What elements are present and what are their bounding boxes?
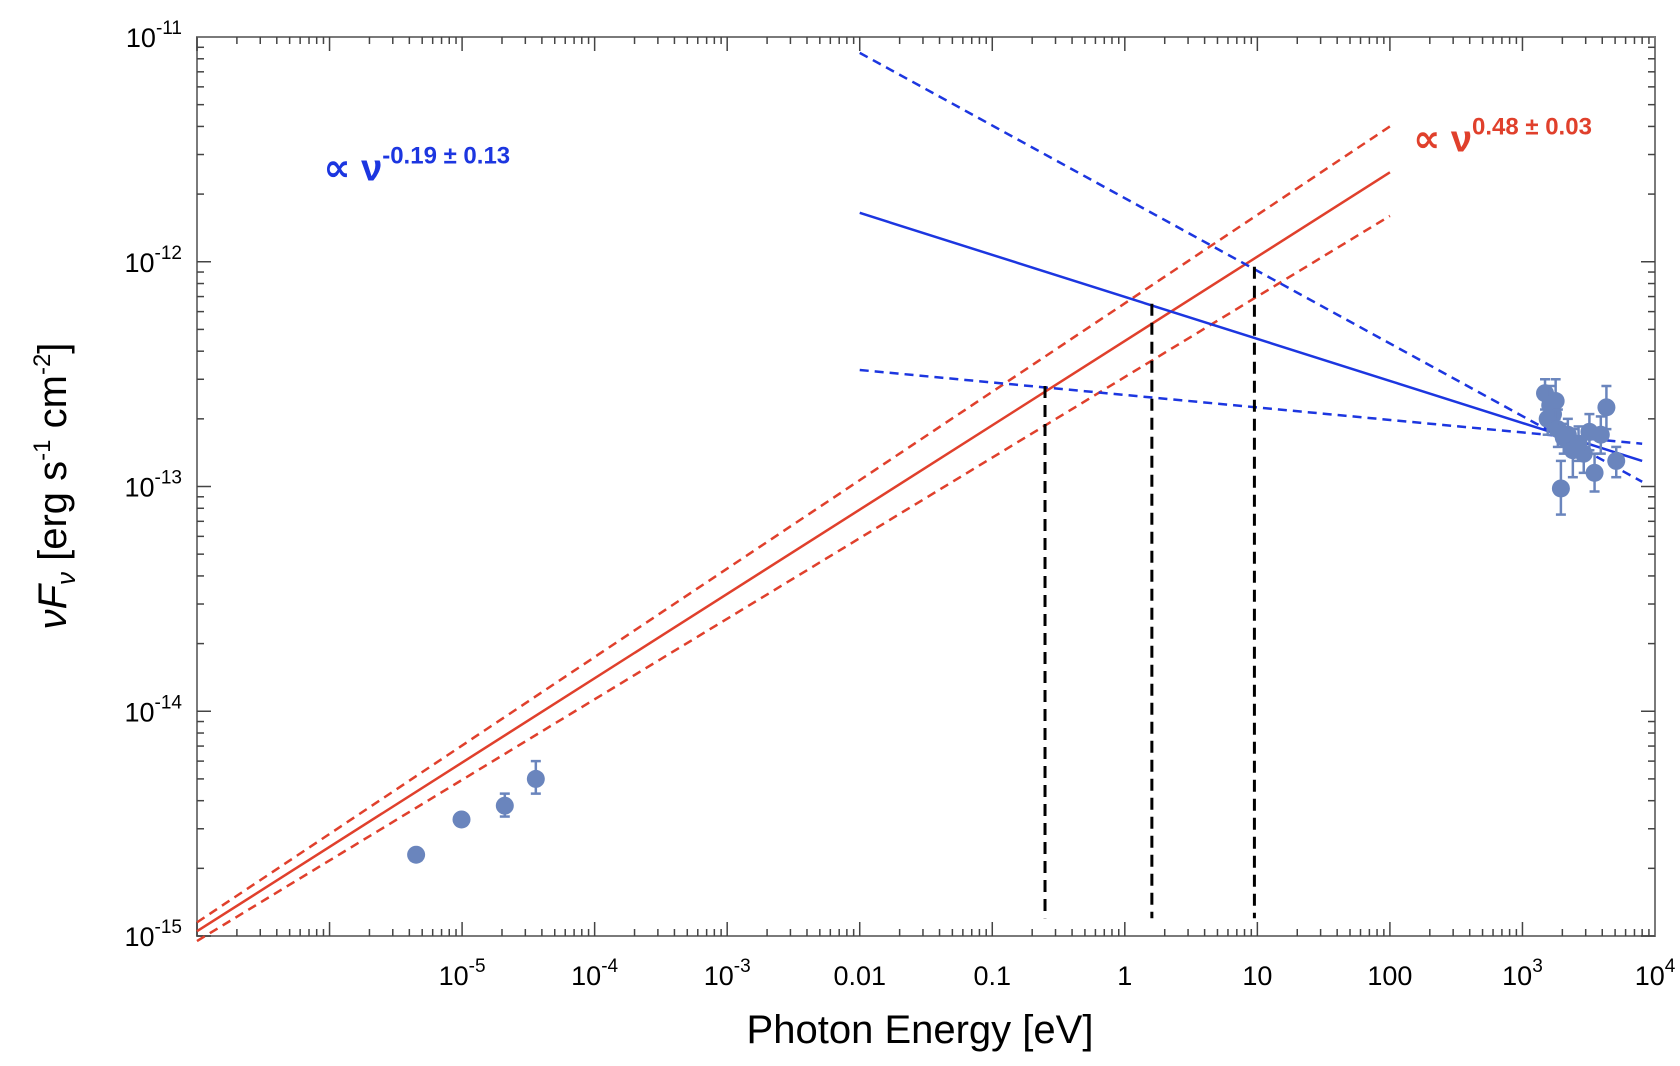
x-tick-label-exp: -5 [469, 956, 486, 977]
y-tick-label-base: 10 [124, 473, 154, 503]
y-tick-label-exp: -11 [156, 18, 182, 39]
x-tick-label-base: 10 [704, 961, 734, 991]
y-axis-title-sub: ν [51, 572, 81, 585]
red-slope-label-prefix: ∝ ν [1413, 118, 1472, 160]
x-tick-label-exp: -3 [734, 956, 751, 977]
plot-frame [196, 36, 1656, 937]
x-tick-label: 0.01 [833, 961, 886, 991]
x-tick-label-exp: 4 [1665, 956, 1676, 977]
blue-slope-label-exp: -0.19 ± 0.13 [382, 142, 510, 169]
x-tick-label: 10 [1242, 961, 1272, 991]
y-axis-title-unit-open: [erg s [31, 461, 75, 572]
data-point [495, 796, 514, 815]
blue-fit-line [859, 211, 1643, 463]
y-tick-label-exp: -13 [155, 468, 182, 489]
red-fit-lower-line [196, 214, 1391, 943]
data-point [1585, 463, 1604, 482]
red-fit-upper-line [196, 125, 1391, 924]
x-tick-label: 1 [1117, 961, 1132, 991]
y-axis-title-unit-close: ] [31, 343, 75, 354]
y-tick-label-exp: -15 [155, 917, 182, 938]
x-tick-label-base: 10 [1502, 961, 1532, 991]
y-tick-label-base: 10 [124, 697, 154, 727]
x-tick-label: 103 [1502, 956, 1543, 991]
x-tick-label-exp: -4 [601, 956, 618, 977]
blue-slope-label: ∝ ν-0.19 ± 0.13 [323, 142, 510, 189]
x-tick-label-base: 10 [1635, 961, 1665, 991]
x-tick-label: 10-3 [704, 956, 751, 991]
y-tick-label: 10-15 [124, 917, 182, 952]
y-axis-title-main: νF [31, 582, 75, 629]
annotations: ∝ ν-0.19 ± 0.13 ∝ ν0.48 ± 0.03 [323, 113, 1591, 189]
vertical-markers [1043, 266, 1256, 919]
data-point [1551, 479, 1570, 498]
y-tick-label: 10-13 [124, 468, 182, 503]
data-point [1597, 398, 1616, 417]
y-axis-title: νFν [erg s-1 cm-2] [29, 343, 81, 630]
x-tick-labels: 10-5 10-4 10-3 0.01 0.1 1 10 100 103 104 [439, 956, 1676, 991]
axis-ticks [196, 37, 1655, 937]
fit-lines [196, 51, 1643, 943]
y-axis-title-cm-exp: -2 [29, 354, 56, 375]
y-tick-label-exp: -12 [155, 243, 182, 264]
y-tick-label: 10-14 [124, 692, 182, 727]
data-point [407, 845, 426, 864]
x-tick-label: 10-4 [571, 956, 618, 991]
y-tick-label-base: 10 [124, 248, 154, 278]
x-tick-label: 100 [1367, 961, 1412, 991]
y-tick-label: 10-11 [126, 18, 182, 53]
red-fit-line [196, 171, 1391, 933]
x-axis-title: Photon Energy [eV] [747, 1008, 1094, 1052]
blue-fit-lower-line [859, 368, 1643, 445]
data-point [526, 769, 545, 788]
y-tick-label-base: 10 [126, 23, 156, 53]
x-tick-label: 104 [1635, 956, 1676, 991]
y-tick-label: 10-12 [124, 243, 182, 278]
data-point [452, 810, 471, 829]
data-points [407, 378, 1626, 864]
x-tick-label-exp: 3 [1532, 956, 1543, 977]
x-tick-label: 10-5 [439, 956, 486, 991]
red-slope-label-exp: 0.48 ± 0.03 [1472, 113, 1592, 140]
x-tick-label: 0.1 [973, 961, 1011, 991]
red-slope-label: ∝ ν0.48 ± 0.03 [1413, 113, 1592, 160]
y-tick-label-base: 10 [124, 922, 154, 952]
blue-slope-label-prefix: ∝ ν [323, 147, 382, 189]
y-tick-label-exp: -14 [155, 692, 183, 713]
y-axis-title-s-exp: -1 [29, 439, 56, 460]
x-tick-label-base: 10 [571, 961, 601, 991]
x-tick-label-base: 10 [439, 961, 469, 991]
data-point [1607, 451, 1626, 470]
blue-fit-upper-line [859, 51, 1643, 483]
data-point [1546, 392, 1565, 411]
y-axis-title-unit-mid: cm [31, 375, 75, 439]
